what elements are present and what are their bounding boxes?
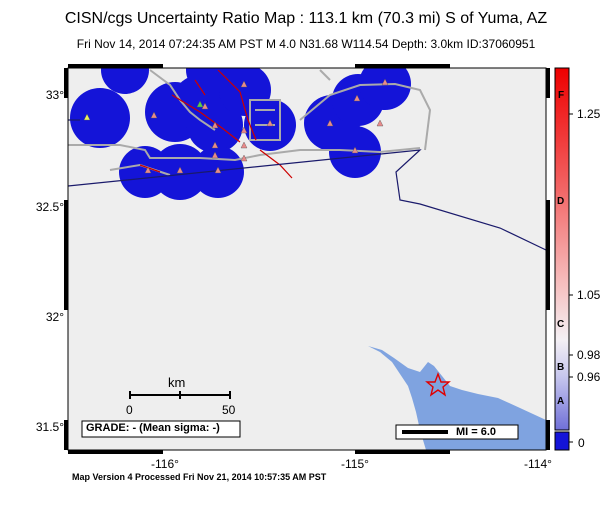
stations — [83, 78, 389, 174]
lat-label-32-5: 32.5° — [35, 200, 64, 214]
mmi-text: MI = 6.0 — [456, 426, 497, 438]
lon-label-116: -116° — [151, 457, 179, 471]
colorbar-value-0: 0 — [578, 436, 585, 450]
event-info: Fri Nov 14, 2014 07:24:35 AM PST M 4.0 N… — [76, 37, 536, 51]
lat-label-31-5: 31.5° — [35, 420, 64, 434]
scale-bar — [129, 391, 231, 399]
map-title: CISN/cgs Uncertainty Ratio Map : 113.1 k… — [64, 10, 548, 27]
scale-unit: km — [168, 375, 186, 390]
colorbar — [554, 67, 570, 431]
colorbar-value-1-25: 1.25 — [577, 107, 601, 121]
grade-letter-f: F — [558, 90, 565, 101]
scale-tick-50: 50 — [222, 403, 236, 417]
faults — [139, 69, 293, 179]
grade-text: GRADE: - (Mean sigma: -) — [86, 422, 220, 434]
lon-label-114: -114° — [524, 457, 552, 471]
colorbar-zero-swatch — [554, 431, 570, 451]
colorbar-value-0-98: 0.98 — [577, 348, 601, 362]
colorbar-value-1-05: 1.05 — [577, 288, 601, 302]
political-boundaries — [68, 119, 546, 251]
map-version-footer: Map Version 4 Processed Fri Nov 21, 2014… — [72, 472, 327, 482]
grade-letter-d: D — [557, 196, 565, 207]
colorbar-ticks — [569, 113, 573, 443]
lat-label-32: 32° — [45, 310, 64, 324]
mmi-box — [395, 424, 519, 440]
lat-label-33: 33° — [45, 88, 64, 102]
frame-ticks — [64, 64, 550, 454]
gulf-water — [368, 346, 546, 450]
grade-letter-b: B — [557, 362, 565, 373]
epicenter-star — [425, 372, 451, 397]
grade-letter-c: C — [557, 319, 565, 330]
scale-tick-0: 0 — [126, 403, 133, 417]
grade-letter-a: A — [557, 396, 565, 407]
grade-box — [81, 420, 241, 438]
lon-label-115: -115° — [341, 457, 369, 471]
colorbar-value-0-96: 0.96 — [577, 370, 601, 384]
